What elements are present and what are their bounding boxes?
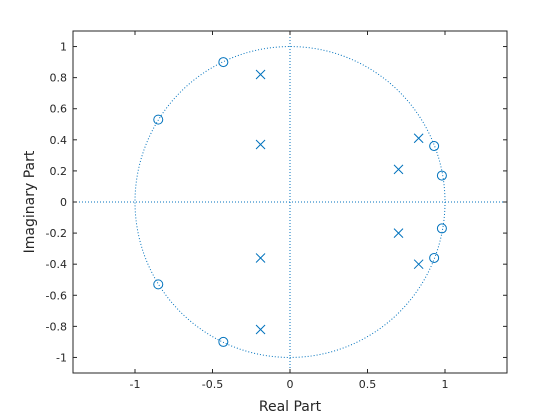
x-tick-label: 1 xyxy=(442,378,449,391)
y-tick-label: 0 xyxy=(60,196,67,209)
y-tick-label: 1 xyxy=(60,41,67,54)
x-tick-labels: -1 -0.5 0 0.5 1 xyxy=(130,378,449,391)
x-tick-label: -1 xyxy=(130,378,141,391)
pole-marker xyxy=(413,259,424,270)
pole-marker xyxy=(393,228,404,238)
y-tick-label: -0.6 xyxy=(46,289,67,302)
y-tick-label: -0.4 xyxy=(46,258,67,271)
x-tick-label: 0.5 xyxy=(359,378,377,391)
pole-marker xyxy=(255,324,266,335)
y-tick-label: 0.6 xyxy=(50,103,68,116)
zero-marker xyxy=(218,336,229,347)
zero-marker xyxy=(436,170,447,181)
zero-marker xyxy=(153,279,164,290)
pole-marker xyxy=(255,253,266,263)
y-tick-label: -0.8 xyxy=(46,320,67,333)
zero-marker xyxy=(429,141,440,152)
y-axis-label: Imaginary Part xyxy=(22,150,38,253)
y-tick-label: 0.4 xyxy=(50,134,68,147)
axis-ticks xyxy=(73,31,507,373)
zero-marker xyxy=(218,57,229,68)
pole-marker xyxy=(255,69,266,80)
guide-lines xyxy=(73,31,507,373)
x-axis-label: Real Part xyxy=(259,399,322,415)
y-tick-label: 0.2 xyxy=(50,165,68,178)
pole-marker xyxy=(413,133,424,144)
y-tick-label: -1 xyxy=(56,351,67,364)
x-tick-label: -0.5 xyxy=(202,378,223,391)
data-markers xyxy=(153,57,447,347)
plot-frame xyxy=(72,30,508,374)
zero-marker xyxy=(429,252,440,263)
zero-marker xyxy=(436,223,447,234)
pole-marker xyxy=(255,139,266,150)
pole-marker xyxy=(393,164,404,175)
y-tick-label: 0.8 xyxy=(50,72,68,85)
y-tick-labels: 1 0.8 0.6 0.4 0.2 0 -0.2 -0.4 -0.6 -0.8 -1 xyxy=(46,41,67,365)
zero-marker xyxy=(153,114,164,125)
x-tick-label: 0 xyxy=(287,378,294,391)
y-tick-label: -0.2 xyxy=(46,227,67,240)
